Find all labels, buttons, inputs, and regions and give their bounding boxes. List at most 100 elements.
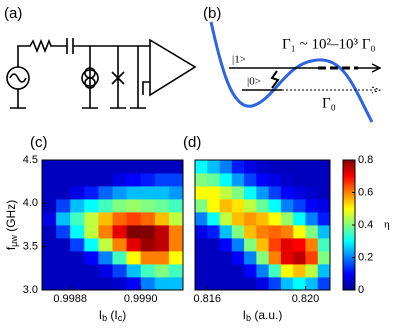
heat-cell: [219, 199, 233, 213]
heat-cell: [219, 264, 233, 278]
heat-cell: [268, 264, 282, 278]
heat-cell: [195, 212, 208, 226]
heat-cell: [317, 186, 331, 200]
heat-cell: [317, 238, 331, 252]
heat-cell: [98, 238, 113, 252]
x-tick-label: 0.816: [194, 293, 222, 305]
heat-cell: [70, 277, 85, 291]
heat-cell: [154, 199, 170, 213]
heat-cell: [84, 251, 99, 265]
rate-label: Γ₁ ~ 10²–10³ Γ₀: [282, 36, 376, 52]
heat-cell: [70, 264, 85, 278]
heat-cell: [42, 186, 57, 200]
heat-cell: [256, 277, 270, 291]
heat-cell: [317, 160, 331, 174]
label-part: I: [243, 308, 246, 322]
heat-cell: [207, 212, 220, 226]
heat-cell: [140, 225, 156, 239]
heat-cell: [207, 238, 220, 252]
heat-cell: [207, 251, 220, 265]
heat-cell: [98, 264, 113, 278]
heat-cell: [126, 173, 142, 187]
heat-cell: [154, 277, 170, 291]
heat-cell: [140, 212, 156, 226]
colorbar-tick-label: 0.8: [358, 154, 373, 166]
heat-cell: [126, 277, 142, 291]
panel-label: (a): [4, 5, 22, 22]
heat-cell: [42, 264, 57, 278]
heat-cell: [280, 251, 294, 265]
heat-cell: [112, 199, 127, 213]
heat-cell: [140, 251, 156, 265]
heat-cell: [219, 238, 233, 252]
heat-cell: [219, 186, 233, 200]
heat-cell: [244, 160, 257, 174]
axis-label: Ib (a.u.): [243, 308, 283, 323]
heat-cell: [168, 251, 184, 265]
heat-cell: [231, 212, 245, 226]
colorbar-tick-label: 0.2: [358, 251, 373, 263]
heat-cell: [305, 186, 319, 200]
state-label: |1>: [232, 54, 246, 66]
heat-cell: [98, 199, 113, 213]
heat-cell: [268, 277, 282, 291]
heat-cell: [268, 199, 282, 213]
heat-cell: [256, 212, 270, 226]
heat-cell: [140, 186, 156, 200]
heat-cell: [126, 225, 142, 239]
panel-label: (d): [183, 134, 201, 151]
heat-cell: [305, 199, 319, 213]
heat-cell: [280, 238, 294, 252]
heat-cell: [42, 173, 57, 187]
heat-cell: [293, 238, 306, 252]
heat-cell: [56, 277, 71, 291]
heat-cell: [70, 173, 85, 187]
heat-cell: [280, 264, 294, 278]
heat-cell: [317, 264, 331, 278]
heat-cell: [154, 264, 170, 278]
heat-cell: [317, 173, 331, 187]
heat-cell: [168, 160, 184, 174]
heat-cell: [70, 199, 85, 213]
heat-cell: [317, 225, 331, 239]
heat-cell: [56, 173, 71, 187]
heat-cell: [112, 212, 127, 226]
heat-cell: [256, 160, 270, 174]
heat-cell: [56, 251, 71, 265]
arrow: [358, 63, 382, 73]
heat-cell: [112, 173, 127, 187]
heat-cell: [195, 160, 208, 174]
heat-cell: [207, 199, 220, 213]
heat-cell: [42, 199, 57, 213]
heat-cell: [126, 264, 142, 278]
heat-cell: [207, 186, 220, 200]
label-part: I: [99, 308, 102, 322]
heat-cell: [168, 277, 184, 291]
heat-cell: [140, 264, 156, 278]
heat-cell: [305, 160, 319, 174]
heat-cell: [231, 251, 245, 265]
label-part: f: [4, 246, 18, 250]
heat-cell: [112, 251, 127, 265]
heat-cell: [42, 238, 57, 252]
heat-cell: [231, 225, 245, 239]
heat-cell: [268, 225, 282, 239]
heat-cell: [195, 186, 208, 200]
heat-cell: [70, 238, 85, 252]
heat-cell: [154, 225, 170, 239]
heat-cell: [154, 186, 170, 200]
heat-cell: [168, 173, 184, 187]
heat-cell: [112, 225, 127, 239]
heat-cell: [154, 238, 170, 252]
panel-label: (c): [30, 134, 48, 151]
heat-cell: [305, 173, 319, 187]
heat-cell: [56, 264, 71, 278]
heat-cell: [70, 186, 85, 200]
heat-cell: [168, 199, 184, 213]
heat-cell: [244, 238, 257, 252]
decay-squiggle: [270, 70, 280, 89]
heat-cell: [293, 186, 306, 200]
heat-cell: [126, 186, 142, 200]
heat-cell: [84, 186, 99, 200]
